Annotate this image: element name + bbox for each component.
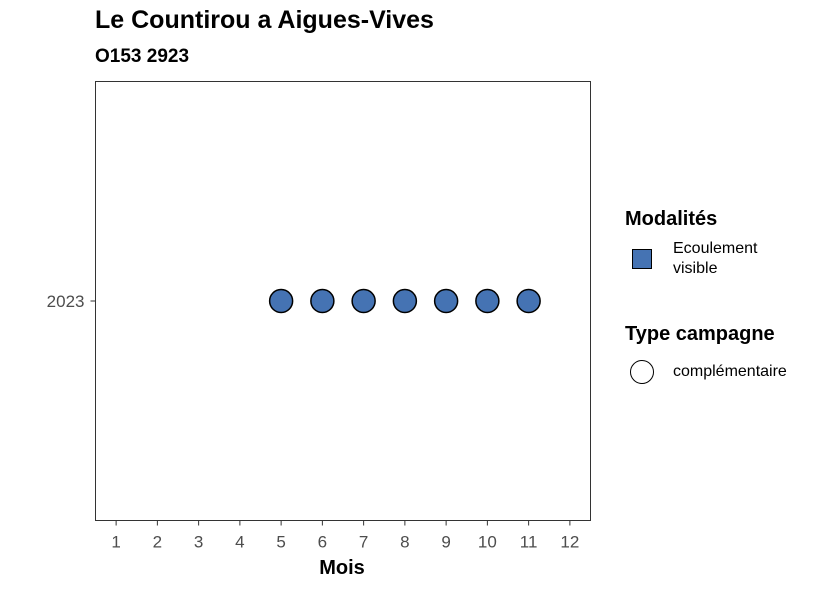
chart-subtitle: O153 2923 — [95, 46, 190, 67]
x-tick-label: 8 — [400, 533, 409, 552]
legend-key-circle — [625, 354, 661, 390]
x-tick-label: 3 — [194, 533, 203, 552]
y-axis: 2023 — [47, 292, 96, 311]
x-tick-label: 6 — [318, 533, 327, 552]
x-axis: 1 2 3 4 5 6 7 8 9 10 11 12 — [111, 520, 579, 552]
legend-item: complémentaire — [625, 354, 787, 390]
chart-title: Le Countirou a Aigues-Vives — [95, 6, 434, 34]
legend-type-title: Type campagne — [625, 323, 775, 345]
x-tick-label: 2 — [153, 533, 162, 552]
x-tick-label: 5 — [276, 533, 285, 552]
legend-item: Ecoulement visible — [625, 239, 783, 279]
y-tick-label: 2023 — [47, 292, 85, 311]
data-point — [475, 288, 500, 314]
legend-label: Ecoulement visible — [673, 240, 758, 277]
x-tick-label: 9 — [441, 533, 450, 552]
legend-modalites-title: Modalités — [625, 208, 718, 230]
legend-type-campagne: Type campagne complémentaire — [625, 323, 787, 390]
x-tick-label: 11 — [520, 533, 538, 552]
x-tick-label: 12 — [560, 533, 579, 552]
data-point — [433, 288, 459, 314]
legend-label: complémentaire — [673, 363, 787, 380]
x-axis-title: Mois — [319, 557, 365, 579]
plot-panel — [95, 81, 591, 521]
data-point — [516, 288, 541, 314]
data-points — [268, 288, 541, 314]
data-point — [268, 288, 294, 314]
legend-modalites: Modalités Ecoulement visible — [625, 208, 783, 279]
data-point — [392, 288, 418, 314]
legend-key-square — [625, 241, 661, 277]
data-point — [351, 288, 376, 314]
x-tick-label: 1 — [111, 533, 120, 552]
data-point — [310, 288, 335, 314]
x-tick-label: 4 — [235, 533, 244, 552]
x-tick-label: 7 — [359, 533, 368, 552]
x-tick-label: 10 — [478, 533, 497, 552]
